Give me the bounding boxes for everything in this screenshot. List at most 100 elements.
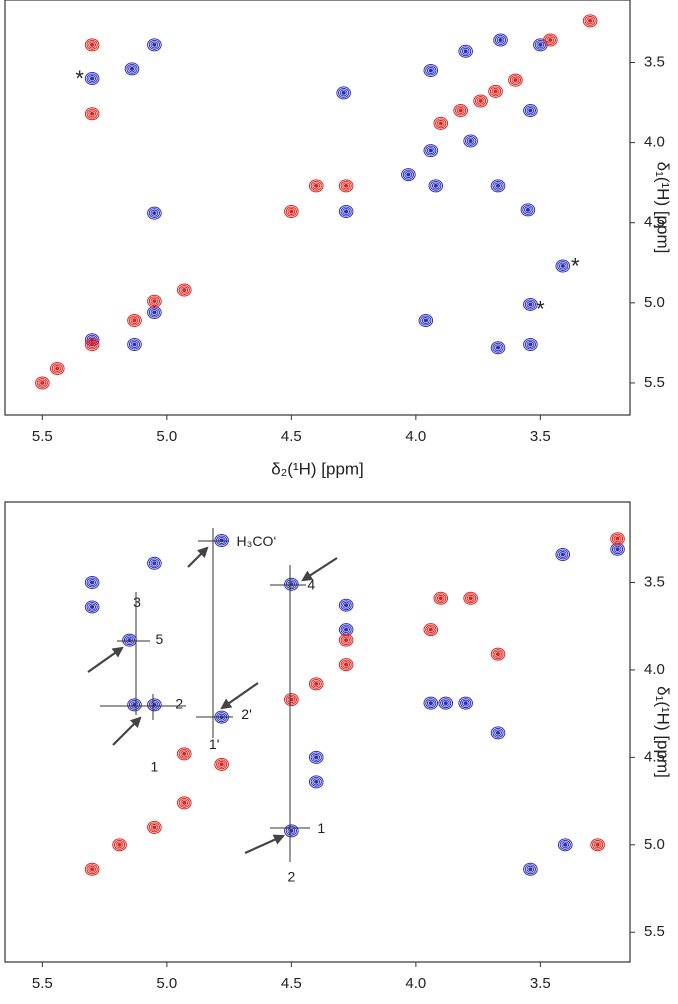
cross-peak — [453, 104, 468, 118]
contour — [404, 171, 413, 179]
contour — [441, 699, 450, 707]
contour — [463, 591, 478, 605]
contour — [401, 168, 416, 182]
contour — [523, 104, 538, 118]
contour — [284, 693, 299, 707]
cross-peak — [523, 862, 538, 876]
cross-peak — [490, 726, 506, 740]
contour — [468, 596, 473, 601]
contour — [180, 750, 189, 758]
contour — [438, 596, 443, 601]
contour — [544, 35, 556, 46]
annotation: 4 — [307, 577, 315, 593]
contour — [55, 366, 60, 371]
contour — [178, 748, 190, 759]
cross-peak — [520, 203, 536, 217]
annotation: 3 — [133, 594, 141, 610]
y-tick-label: 4.5 — [644, 214, 665, 231]
contour — [418, 313, 434, 327]
contour — [557, 549, 569, 560]
contour — [148, 307, 161, 318]
contour — [435, 593, 447, 604]
contour — [590, 838, 605, 852]
cross-peak — [336, 86, 351, 100]
contour — [150, 701, 159, 709]
contour — [127, 313, 142, 327]
contour — [343, 603, 349, 608]
cross-peak — [338, 658, 354, 672]
contour — [287, 696, 296, 704]
cross-peak — [84, 38, 100, 52]
cross-peak — [84, 337, 100, 351]
contour — [406, 172, 411, 177]
x-tick-label: 4.5 — [281, 975, 302, 992]
contour — [524, 864, 536, 875]
cross-peak — [147, 38, 162, 52]
contour — [525, 207, 531, 212]
cross-peak — [555, 547, 571, 561]
contour — [520, 203, 536, 217]
contour — [176, 796, 192, 810]
contour — [495, 652, 501, 657]
contour — [508, 73, 523, 87]
cross-peak — [458, 44, 473, 58]
contour — [557, 260, 569, 271]
contour — [343, 662, 349, 667]
annotation: H₃CO‘ — [237, 533, 277, 549]
cross-peak — [557, 838, 573, 852]
x-tick-label: 4.5 — [281, 428, 302, 445]
contour — [595, 842, 600, 847]
contour — [88, 110, 97, 118]
contour — [342, 182, 351, 190]
contour — [492, 180, 504, 191]
contour — [426, 147, 435, 155]
plot-frame — [4, 0, 631, 416]
panel: 5.5 5.0 4.5 4.0 3.5 3.5 4.0 4.5 5.0 5.5 δ₂(¹H) [pp… — [4, 0, 673, 478]
contour — [130, 316, 139, 324]
cross-peak — [127, 337, 142, 351]
contour — [423, 144, 439, 158]
contour — [147, 820, 162, 834]
cross-peak — [147, 294, 162, 308]
contour — [425, 624, 437, 635]
contour — [548, 38, 553, 43]
cross-peak — [582, 14, 598, 28]
contour — [455, 105, 467, 116]
contour — [494, 35, 507, 46]
cross-peak — [423, 623, 439, 637]
contour — [342, 626, 351, 634]
contour — [493, 89, 498, 94]
cross-peak — [488, 84, 503, 98]
contour — [613, 545, 622, 553]
contour — [89, 76, 95, 81]
x-tick-label: 3.5 — [530, 428, 551, 445]
contour — [312, 778, 321, 786]
contour — [285, 206, 297, 217]
contour — [524, 206, 532, 214]
contour — [148, 39, 161, 50]
cross-peak — [418, 313, 434, 327]
contour — [88, 41, 97, 49]
cross-peak — [463, 134, 478, 148]
contour — [219, 538, 224, 543]
contour — [150, 297, 159, 305]
cross-peak — [176, 747, 192, 761]
contour — [152, 299, 157, 304]
contour — [340, 635, 352, 646]
x-tick-label: 5.0 — [156, 428, 177, 445]
contour — [460, 698, 472, 709]
contour — [490, 726, 506, 740]
contour — [438, 696, 454, 710]
cross-peak — [508, 73, 523, 87]
contour — [615, 547, 620, 552]
annotation: * — [571, 253, 580, 278]
contour — [466, 137, 475, 145]
contour — [342, 661, 351, 669]
contour — [463, 49, 468, 54]
cross-peak — [463, 591, 478, 605]
contour — [438, 121, 443, 126]
contour — [428, 627, 433, 632]
contour — [458, 696, 473, 710]
contour — [494, 729, 502, 737]
cross-peak — [401, 168, 416, 182]
